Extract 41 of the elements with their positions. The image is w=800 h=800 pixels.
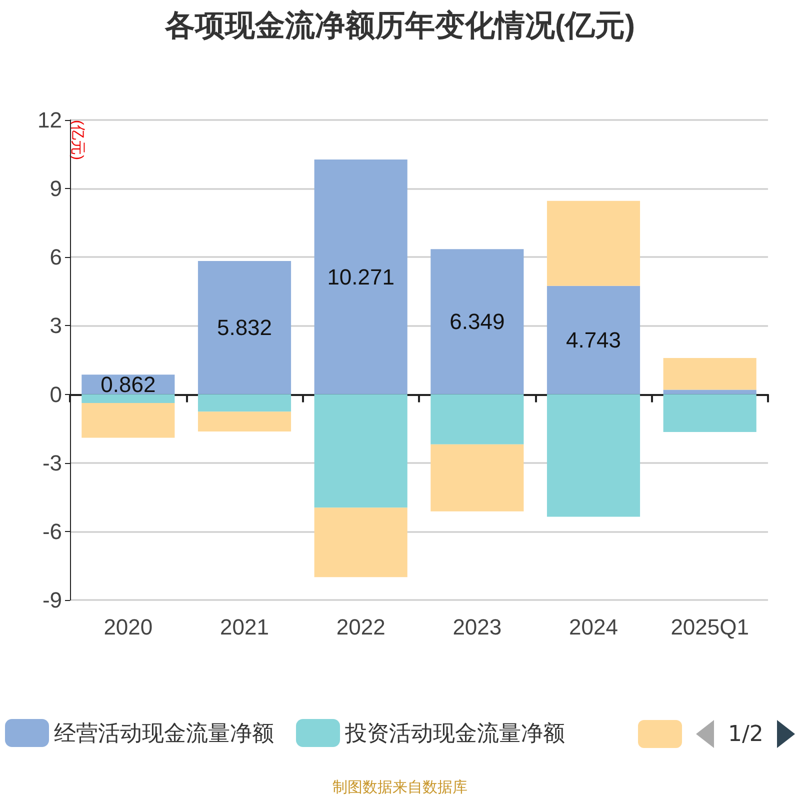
y-tick-label: -9 [42,588,62,612]
bar [82,394,175,403]
y-tick-label: 12 [38,108,62,132]
chart-title: 各项现金流净额历年变化情况(亿元) [164,8,635,42]
data-label: 5.832 [216,315,272,340]
bar [546,394,640,517]
data-label: 4.743 [566,328,622,353]
text: 制图数据来自数据库 [332,778,468,797]
x-tick-label: 2022 [336,614,386,640]
x-tick-label: 2020 [104,614,153,640]
bar [430,249,524,394]
bar [663,358,756,390]
bar [546,286,640,394]
x-tick-label: 2023 [452,614,502,640]
bar [314,508,408,578]
legend-label: 投资活动现金流量净额 [344,720,565,746]
y-tick-label: 0 [50,382,62,407]
text: 1/2 [728,722,764,746]
y-tick-label: -6 [42,518,62,544]
y-tick-label: -3 [42,450,62,476]
bar [198,394,292,412]
data-label: 0.862 [100,372,156,397]
bar [430,444,524,512]
y-tick-label: 6 [50,244,62,270]
legend-label: 经营活动现金流量净额 [54,720,274,746]
x-tick-label: 2025Q1 [670,614,749,640]
bar [663,394,756,432]
data-label: 6.349 [450,309,505,334]
bar [663,390,756,394]
y-tick-label: 3 [50,313,62,338]
bar [546,200,640,286]
bar [314,394,408,508]
bar [198,412,292,432]
bar [198,260,292,394]
data-label: 10.271 [327,264,394,290]
x-tick-label: 2021 [220,614,269,640]
bar [82,402,175,438]
bar [314,160,408,394]
y-tick-label: 9 [50,176,62,202]
bar [430,394,524,444]
x-tick-label: 2024 [569,614,618,640]
